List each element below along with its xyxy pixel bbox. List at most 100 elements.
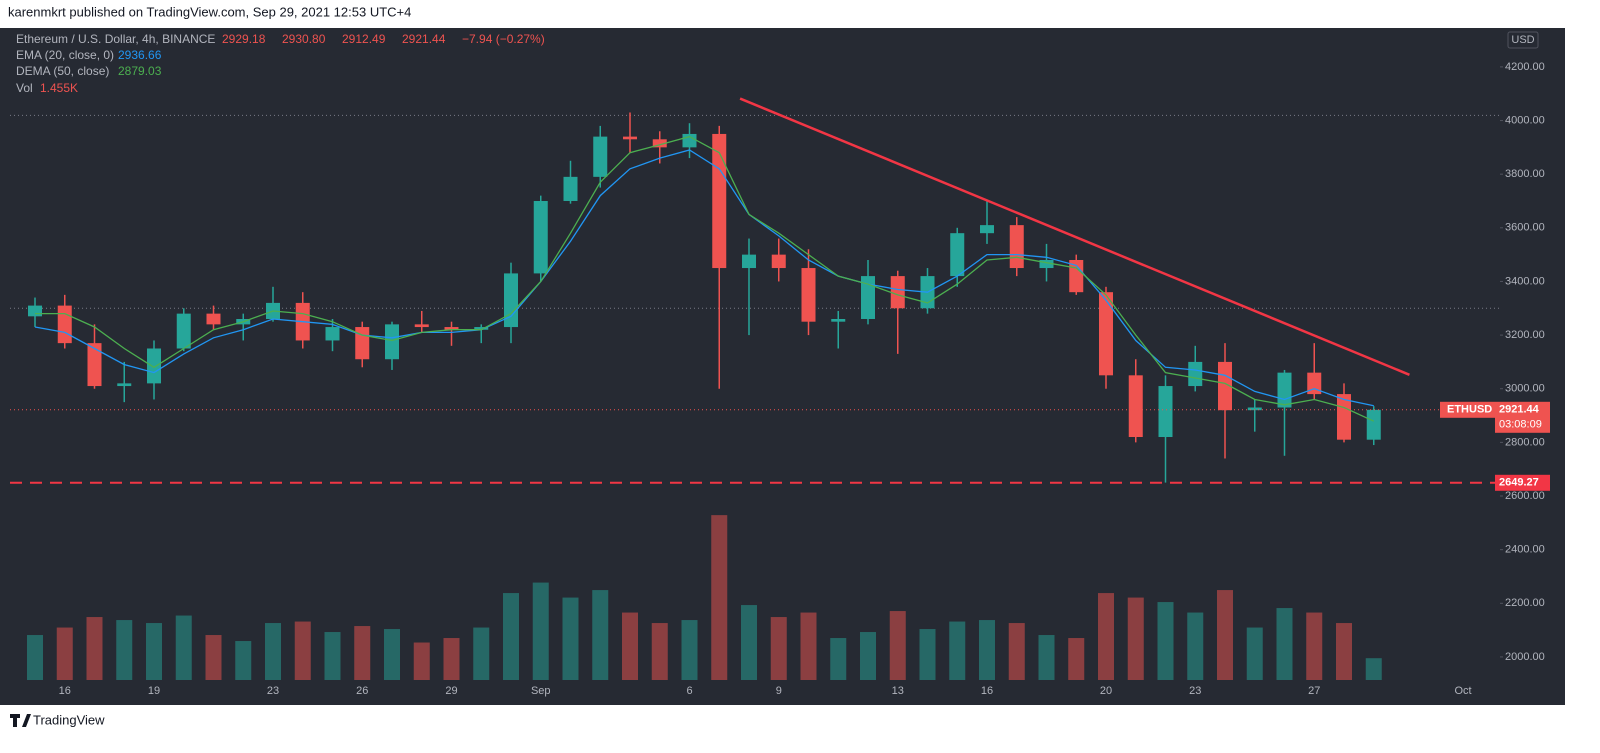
candle-body: [325, 327, 340, 341]
volume-bar: [413, 642, 430, 680]
symbol-tag: [1440, 401, 1495, 418]
price-tag: [1495, 401, 1550, 433]
legend-high: 2930.80: [282, 32, 326, 46]
volume-bar: [860, 632, 876, 680]
legend-series-value: 2936.66: [118, 48, 162, 62]
candle-body: [355, 327, 370, 360]
y-tick-label: 2000.00: [1505, 651, 1545, 663]
volume-bar: [384, 629, 400, 680]
volume-bar: [1038, 635, 1055, 680]
volume-bar: [1157, 602, 1174, 680]
volume-bar: [503, 593, 519, 680]
support-tag: [1495, 474, 1550, 491]
volume-bar: [56, 627, 73, 680]
volume-bar: [324, 632, 341, 680]
candle-body: [771, 254, 786, 269]
legend-low: 2912.49: [342, 32, 386, 46]
volume-bar: [86, 617, 103, 680]
volume-bar: [175, 615, 192, 680]
volume-bar: [562, 597, 579, 680]
x-tick-label: 9: [776, 685, 782, 697]
candle-body: [1069, 259, 1084, 293]
y-tick-label: 3000.00: [1505, 383, 1545, 395]
volume-bar: [294, 621, 311, 680]
candle-body: [1158, 386, 1173, 438]
x-tick-label: 26: [356, 685, 368, 697]
candle-body: [87, 343, 102, 387]
volume-bar: [889, 611, 906, 680]
candle-body: [831, 318, 846, 322]
volume-bar: [800, 612, 817, 680]
y-tick-label: 2600.00: [1505, 490, 1545, 502]
support-label: 2649.27: [1499, 477, 1539, 489]
volume-bar: [265, 623, 281, 680]
y-tick-label: 2400.00: [1505, 544, 1545, 556]
candle-body: [1218, 361, 1232, 411]
y-tick-label: 2800.00: [1505, 436, 1545, 448]
volume-bar: [711, 515, 728, 680]
candle-body: [1277, 372, 1292, 408]
volume-bar: [473, 627, 490, 680]
trendline: [739, 97, 1410, 376]
candle-body: [1247, 407, 1262, 411]
logo-text: TradingView: [33, 712, 105, 727]
candle-body: [1337, 394, 1351, 440]
candle-body: [57, 305, 72, 344]
candle-body: [980, 225, 994, 234]
volume-bar: [1098, 593, 1114, 680]
candle-body: [1009, 225, 1024, 269]
candle-body: [563, 176, 578, 201]
volume-bar: [1008, 623, 1025, 680]
indicator-line: [35, 135, 1375, 422]
volume-bar: [146, 623, 162, 680]
candle-body: [444, 327, 459, 330]
y-tick-label: 4200.00: [1505, 61, 1545, 73]
volume-bar: [1336, 623, 1352, 680]
symbol-label: ETHUSD: [1447, 404, 1492, 416]
volume-bar: [741, 605, 757, 680]
candle-body: [1188, 361, 1203, 387]
price-label: 2921.44: [1499, 404, 1540, 416]
y-tick-label: 2200.00: [1505, 597, 1545, 609]
y-tick-label: 4000.00: [1505, 114, 1545, 126]
legend-volume-value: 1.455K: [40, 81, 78, 95]
volume-bar: [1127, 597, 1144, 680]
candle-body: [533, 200, 548, 274]
volume-bar: [919, 629, 936, 680]
volume-bar: [949, 621, 966, 680]
candle-body: [176, 313, 191, 349]
volume-bar: [592, 590, 609, 680]
volume-bar: [1365, 658, 1382, 680]
volume-bar: [27, 635, 43, 680]
volume-bar: [443, 638, 460, 680]
volume-bar: [1306, 612, 1323, 680]
candle-body: [206, 313, 221, 325]
y-tick-label: 3600.00: [1505, 222, 1545, 234]
x-tick-label: 23: [1189, 685, 1201, 697]
volume-bar: [116, 620, 133, 680]
volume-bar: [354, 626, 371, 680]
candle-body: [1366, 409, 1381, 440]
x-tick-label: 19: [148, 685, 160, 697]
volume-bar: [532, 582, 549, 680]
legend-series-value: 2879.03: [118, 64, 162, 78]
legend-series: DEMA (50, close): [16, 64, 109, 78]
x-tick-label: 13: [892, 685, 904, 697]
volume-bar: [681, 620, 698, 680]
x-tick-label: 20: [1100, 685, 1112, 697]
x-tick-label: 16: [981, 685, 993, 697]
x-tick-label: 6: [686, 685, 692, 697]
x-tick-label: Sep: [531, 685, 551, 697]
legend-change: −7.94 (−0.27%): [462, 32, 545, 46]
candle-body: [28, 305, 42, 317]
volume-bar: [979, 620, 995, 680]
volume-bar: [1217, 590, 1233, 680]
legend-open: 2929.18: [222, 32, 266, 46]
candle-body: [712, 133, 727, 269]
header-text: karenmkrt published on TradingView.com, …: [8, 4, 411, 19]
volume-bar: [651, 623, 668, 680]
volume-bar: [1187, 612, 1204, 680]
currency-box: [1507, 31, 1539, 49]
volume-bar: [770, 617, 787, 680]
timer-label: 03:08:09: [1499, 419, 1542, 431]
